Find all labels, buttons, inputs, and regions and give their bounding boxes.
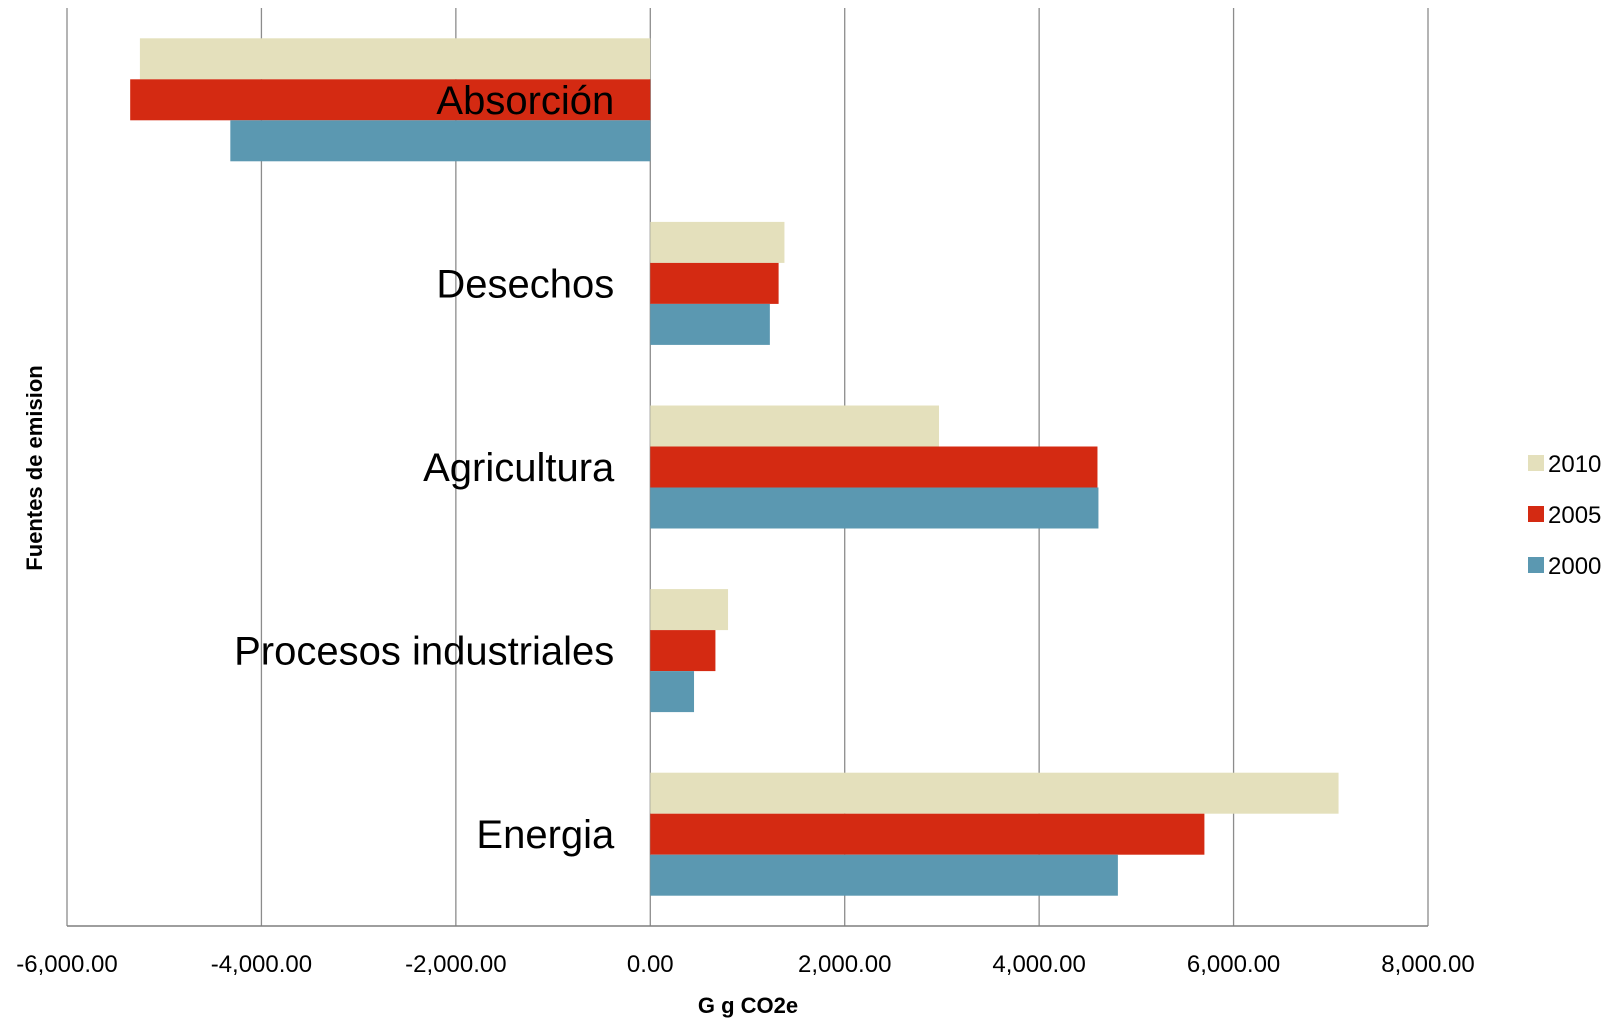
bar-2010 [139, 38, 651, 80]
x-tick-label: 8,000.00 [1381, 951, 1474, 978]
category-label: Absorción [436, 79, 614, 123]
legend: 2010 2005 2000 [1528, 451, 1601, 580]
x-tick-label: -2,000.00 [405, 951, 506, 978]
x-tick-label: -6,000.00 [16, 951, 117, 978]
category-label: Desechos [436, 262, 614, 306]
bar-2010 [650, 221, 785, 263]
x-tick-label: 4,000.00 [992, 951, 1085, 978]
x-axis-title: G g CO2e [698, 993, 798, 1018]
legend-label-2000: 2000 [1548, 553, 1601, 580]
category-label: Procesos industriales [234, 630, 614, 674]
x-tick-label: -4,000.00 [211, 951, 312, 978]
bar-2000 [650, 303, 770, 345]
bar-2010 [650, 405, 940, 447]
x-tick-label: 6,000.00 [1187, 951, 1280, 978]
bar-2005 [650, 813, 1205, 855]
legend-label-2010: 2010 [1548, 451, 1601, 478]
legend-swatch-2005 [1528, 506, 1544, 522]
x-tick-label: 0.00 [627, 951, 674, 978]
legend-swatch-2000 [1528, 557, 1544, 573]
bar-2005 [650, 630, 716, 672]
category-labels: Absorción Desechos Agricultura Procesos ind… [234, 79, 615, 857]
bar-2010 [650, 589, 729, 631]
bar-2000 [650, 854, 1118, 896]
bar-2000 [230, 120, 651, 162]
legend-swatch-2010 [1528, 455, 1544, 471]
bar-2005 [650, 262, 779, 304]
y-axis-title: Fuentes de emision [22, 365, 47, 570]
category-label: Energia [476, 813, 615, 857]
bar-2000 [650, 671, 695, 713]
category-label: Agricultura [423, 446, 615, 490]
x-tick-label: 2,000.00 [798, 951, 891, 978]
bar-2005 [130, 79, 651, 121]
legend-label-2005: 2005 [1548, 502, 1601, 529]
bar-2000 [650, 487, 1099, 529]
bars [130, 38, 1339, 896]
bar-2005 [650, 446, 1098, 488]
x-tick-labels: -6,000.00 -4,000.00 -2,000.00 0.00 2,000.00 4… [16, 951, 1474, 978]
bar-2010 [650, 772, 1339, 814]
